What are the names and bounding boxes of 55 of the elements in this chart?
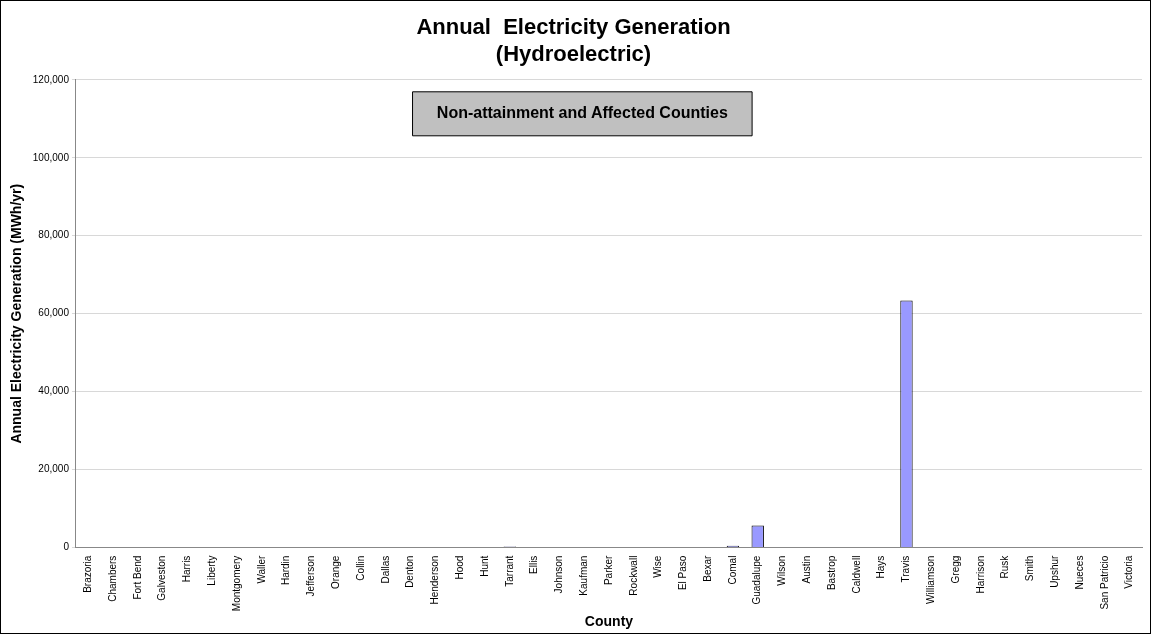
x-tick-label: Waller (255, 554, 267, 584)
x-tick-label: El Paso (677, 555, 689, 591)
y-tick-label: 80,000 (38, 229, 70, 241)
x-tick-label: Denton (404, 555, 416, 588)
x-tick-label: Henderson (429, 555, 441, 605)
x-tick-label: Smith (1024, 555, 1036, 582)
x-tick-label: Harris (181, 555, 193, 583)
x-tick-label: Ellis (528, 555, 540, 574)
x-tick-label: Liberty (206, 555, 218, 586)
x-tick-label: Rockwall (627, 555, 639, 596)
chart-subtitle: (Hydroelectric) (495, 40, 652, 66)
x-tick-label: Chambers (106, 555, 118, 602)
x-tick-label: Wilson (776, 555, 788, 586)
y-tick-label: 60,000 (38, 307, 70, 319)
x-tick-label: Galveston (156, 555, 168, 601)
chart-title: Annual Electricity Generation (416, 14, 731, 40)
x-tick-label: Hays (875, 555, 887, 579)
x-tick-label: Comal (726, 555, 738, 585)
x-tick-label: Collin (354, 555, 366, 581)
x-tick-label: Upshur (1048, 554, 1060, 588)
x-tick-label: Hood (453, 555, 465, 580)
y-tick-label: 120,000 (32, 73, 70, 85)
x-tick-label: Rusk (999, 554, 1011, 579)
x-tick-label: Travis (900, 555, 912, 583)
x-tick-label: Hunt (478, 555, 490, 577)
x-tick-label: Bastrop (825, 555, 837, 591)
y-tick-label: 0 (63, 541, 70, 553)
x-tick-label: Guadalupe (751, 555, 763, 605)
x-tick-label: Jefferson (305, 555, 317, 597)
x-tick-label: Gregg (949, 555, 961, 584)
x-tick-label: Wise (652, 555, 664, 578)
x-tick-label: Williamson (925, 555, 937, 604)
x-tick-label: Hardin (280, 555, 292, 586)
x-tick-label: Brazoria (82, 555, 94, 593)
x-tick-label: Kaufman (577, 555, 589, 596)
x-tick-label: Harrison (974, 555, 986, 594)
x-tick-label: Johnson (553, 555, 565, 594)
x-tick-label: Montgomery (230, 555, 242, 612)
x-tick-label: Tarrant (503, 555, 515, 587)
x-tick-label: Victoria (1123, 555, 1135, 589)
x-tick-label: Caldwell (850, 555, 862, 594)
x-tick-label: Parker (602, 554, 614, 586)
x-tick-label: Orange (330, 555, 342, 589)
x-tick-label: Dallas (379, 555, 391, 584)
y-tick-label: 100,000 (32, 151, 70, 163)
y-axis-title: Annual Electricity Generation (MWh/yr) (8, 183, 25, 444)
x-axis-title: County (584, 613, 634, 630)
x-tick-label: Nueces (1073, 555, 1085, 590)
y-tick-label: 20,000 (38, 463, 70, 475)
x-tick-label: San Patricio (1098, 555, 1110, 610)
x-tick-label: Fort Bend (131, 555, 143, 600)
y-tick-label: 40,000 (38, 385, 70, 397)
x-tick-label: Austin (801, 555, 813, 584)
annotation: Non-attainment and Affected Counties (436, 104, 728, 122)
x-tick-label: Bexar (701, 554, 713, 582)
